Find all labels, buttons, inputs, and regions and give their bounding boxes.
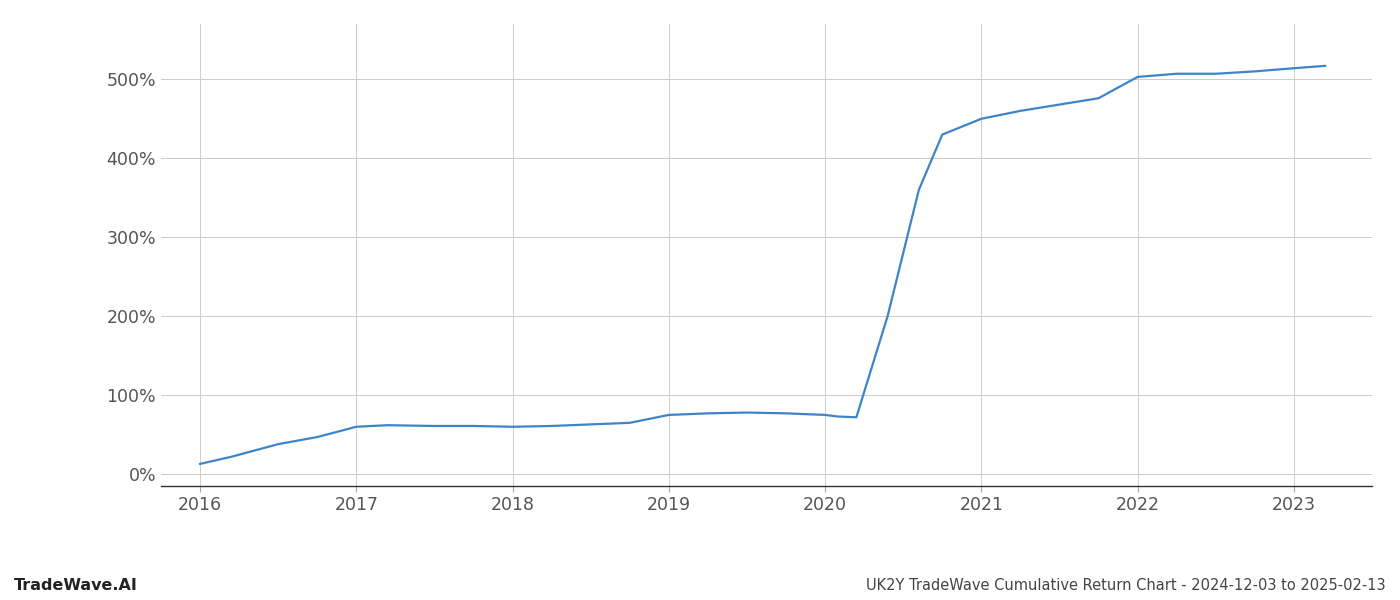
Text: TradeWave.AI: TradeWave.AI [14,578,137,593]
Text: UK2Y TradeWave Cumulative Return Chart - 2024-12-03 to 2025-02-13: UK2Y TradeWave Cumulative Return Chart -… [867,578,1386,593]
